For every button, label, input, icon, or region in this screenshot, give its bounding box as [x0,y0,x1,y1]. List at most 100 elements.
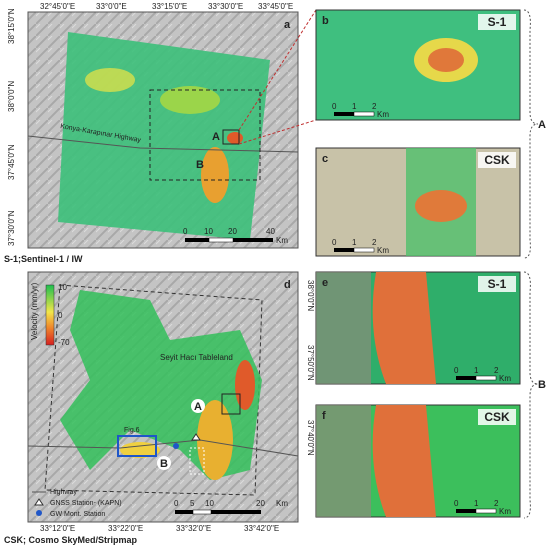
scale-label: 2 [372,102,377,111]
deformation [227,132,243,144]
tick-label: 37°40'0"N [306,420,315,456]
deformation [85,68,135,92]
label-box [478,409,516,425]
scale-unit: Km [276,236,288,245]
scale-unit: Km [499,507,511,516]
sensor-label: CSK [484,153,510,167]
site-marker [157,456,171,470]
fig-label: Fig.6 [124,427,140,434]
panel-letter: a [284,19,291,31]
scale-unit: Km [377,110,389,119]
deformation [201,147,229,203]
scale-bar [334,112,354,116]
scale-label: 2 [494,366,499,375]
legend-item: GW Mont. Station [50,511,105,518]
scale-label: 0 [174,499,179,508]
site-label: B [196,159,204,171]
place-label: Seyit Hacı Tableland [160,353,233,362]
scale-bar [456,376,476,380]
legend-symbol [34,498,44,506]
label-box [478,14,516,30]
panel-letter: d [284,279,291,291]
tick-label: 37°50'0"N [306,345,315,381]
scale-bar [192,509,212,515]
study-box [149,89,261,181]
scale-unit: Km [276,499,288,508]
legend-item: GNSS Station- (KAPN) [50,500,122,507]
tick-label: 33°30'0"E [208,2,243,11]
scale-label: 20 [228,227,237,236]
scale-label: 0 [454,499,459,508]
scale-label: 10 [204,227,213,236]
panel-letter: b [322,15,329,27]
legend-value: 0 [58,311,63,320]
scale-bar [475,375,497,381]
scale-label: 0 [332,102,337,111]
panel-letter: f [322,410,326,422]
tick-label: 37°45'0"N [7,144,16,180]
panel-a: a Konya-Karapınar Highway A B 0 10 20 40… [4,2,317,264]
site-marker [191,399,205,413]
panel-letter: e [322,277,328,289]
velocity-legend [45,284,55,346]
tick-label: 33°0'0"E [96,2,127,11]
panel-letter: c [322,153,328,165]
scale-unit: Km [499,374,511,383]
gw-station [173,443,179,449]
panel-d: d Velocity (mm/yr) 10 0 -70 Seyit Hacı T… [4,271,315,545]
tick-label: 37°30'0"N [7,210,16,246]
scale-label: 1 [474,499,479,508]
scale-bar [233,238,273,242]
scale-label: 0 [332,238,337,247]
scale-bar [456,509,476,513]
deformation [372,405,436,517]
scale-label: 2 [372,238,377,247]
connector [238,119,317,145]
site-box [222,129,240,145]
scale-label: 0 [183,227,188,236]
deformation [415,190,467,222]
scale-bar [185,238,209,242]
deformation [197,400,233,480]
legend-title: Velocity (mm/yr) [30,282,39,340]
tick-label: 33°32'0"E [176,524,211,533]
scale-label: 5 [190,499,195,508]
tick-label: 33°45'0"E [258,2,293,11]
tick-label: 38°0'0"N [306,280,315,311]
scale-label: 40 [266,227,275,236]
legend-item: Highway [50,489,77,496]
brace [523,271,539,519]
fig-box [117,435,157,457]
site-label: A [212,131,220,143]
scale-label: 1 [352,102,357,111]
deformation [428,48,464,72]
scale-bar [353,247,375,253]
sensor-label: CSK [484,410,510,424]
sensor-label: S-1 [488,15,507,29]
tick-label: 33°15'0"E [152,2,187,11]
scale-label: 1 [352,238,357,247]
tick-label: 38°0'0"N [7,81,16,112]
scale-bar [353,111,375,117]
group-label: A [538,119,546,131]
connector [238,9,317,131]
sensor-label: S-1 [488,277,507,291]
site-box [221,393,241,415]
tick-label: 33°42'0"E [244,524,279,533]
group-label: B [538,379,546,391]
tick-label: 32°45'0"E [40,2,75,11]
scale-label: 0 [454,366,459,375]
scale-unit: Km [377,246,389,255]
deformation [160,86,220,114]
legend-symbol [36,510,42,516]
label-box [478,152,516,168]
scale-bar [175,510,193,514]
coverage-outline [44,284,263,496]
fields [316,405,371,517]
tick-label: 33°12'0"E [40,524,75,533]
scale-label: 2 [494,499,499,508]
scale-label: 10 [205,499,214,508]
deformation [372,272,436,384]
legend-value: 10 [58,283,67,292]
